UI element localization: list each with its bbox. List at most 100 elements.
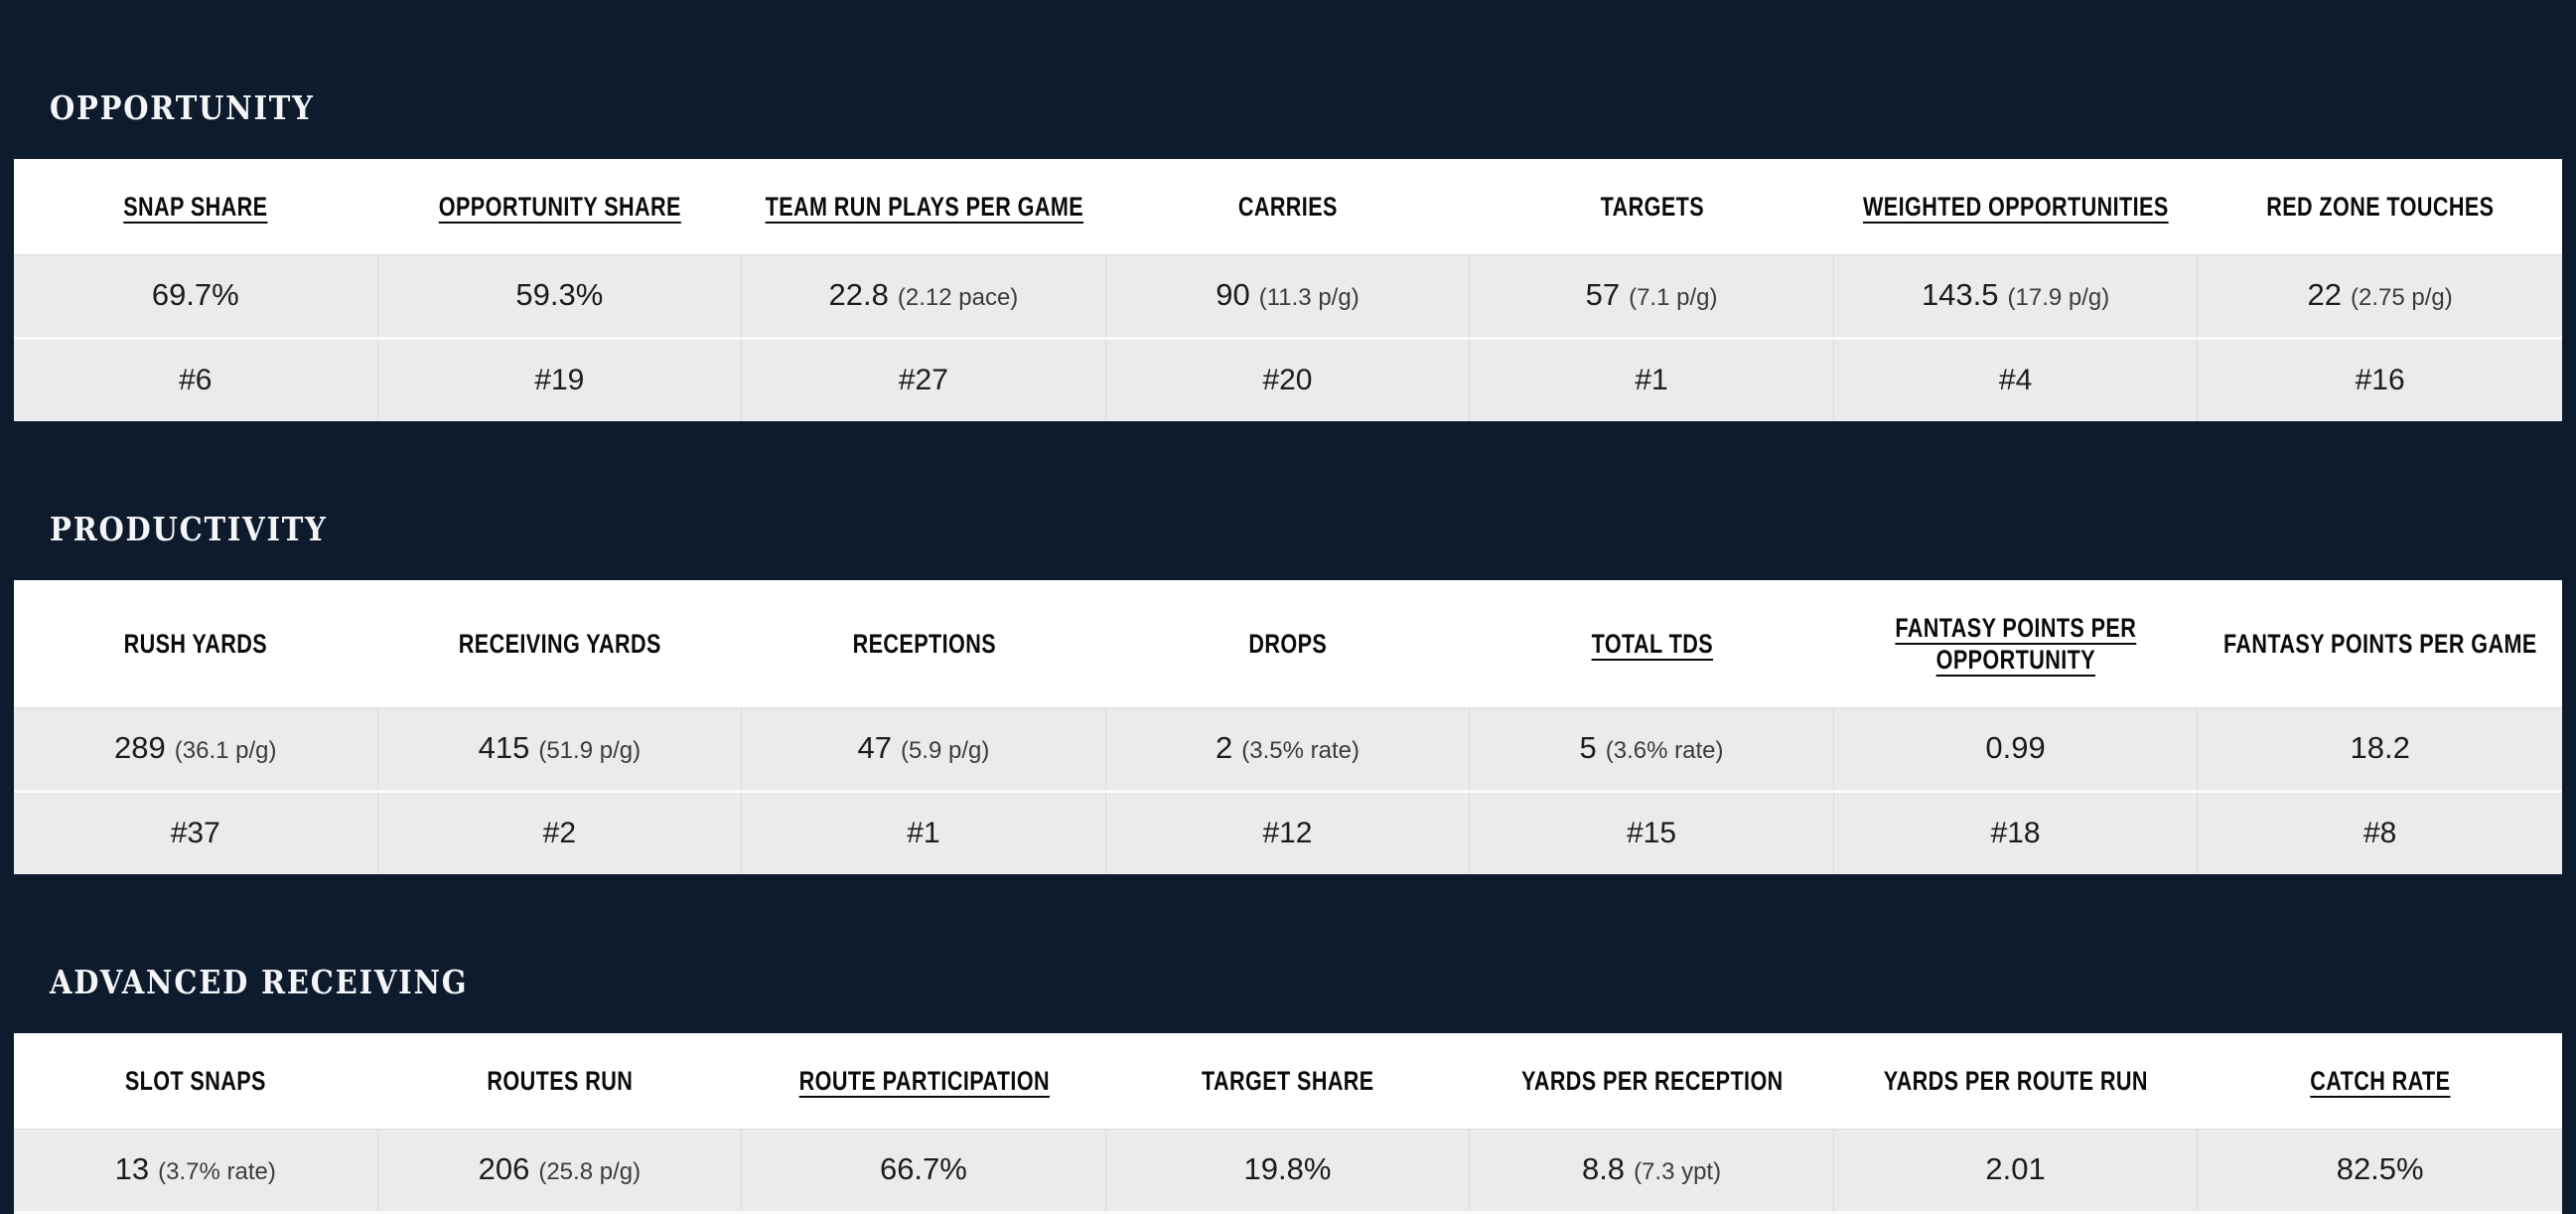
stat-value: 2.01 <box>1985 1151 2046 1186</box>
rank-team-run-plays-per-game: #27 <box>742 340 1106 421</box>
productivity-ranks-row: #37 #2 #1 #12 #15 #18 #8 <box>14 790 2562 874</box>
header-fantasy-points-per-opportunity-label[interactable]: FANTASY POINTS PER OPPORTUNITY <box>1895 613 2137 675</box>
header-team-run-plays-per-game-label[interactable]: TEAM RUN PLAYS PER GAME <box>765 192 1083 222</box>
header-carries: CARRIES <box>1105 159 1471 254</box>
header-target-share: TARGET SHARE <box>1105 1033 1471 1129</box>
header-carries-label: CARRIES <box>1237 192 1338 222</box>
value-target-share: 19.8% <box>1106 1130 1471 1211</box>
value-drops: 2 (3.5% rate) <box>1106 708 1471 790</box>
advanced-receiving-table: SLOT SNAPS ROUTES RUN ROUTE PARTICIPATIO… <box>14 1033 2562 1214</box>
stat-rank: #20 <box>1262 364 1313 396</box>
rank-receptions: #1 <box>742 793 1106 874</box>
header-snap-share-label[interactable]: SNAP SHARE <box>123 192 268 222</box>
header-drops: DROPS <box>1105 580 1471 707</box>
section-title-text: OPPORTUNITY <box>50 88 315 127</box>
header-weighted-opportunities: WEIGHTED OPPORTUNITIES <box>1833 159 2199 254</box>
value-weighted-opportunities: 143.5 (17.9 p/g) <box>1834 255 2199 337</box>
header-route-participation: ROUTE PARTICIPATION <box>742 1033 1106 1129</box>
header-receiving-yards-label: RECEIVING YARDS <box>458 629 661 659</box>
value-targets: 57 (7.1 p/g) <box>1470 255 1834 337</box>
stat-value: 2 <box>1215 730 1233 765</box>
opportunity-values-row: 69.7% 59.3% 22.8 (2.12 pace) 90 (11.3 p/g)… <box>14 254 2562 337</box>
value-rush-yards: 289 (36.1 p/g) <box>14 708 378 790</box>
header-routes-run-label: ROUTES RUN <box>487 1066 634 1096</box>
player-stats-page: { "colors": { "page_background": "#0e1b2… <box>0 91 2576 1214</box>
section-title-opportunity: OPPORTUNITY <box>50 91 2562 131</box>
rank-fantasy-points-per-game: #8 <box>2198 793 2562 874</box>
stat-rank: #27 <box>898 364 948 396</box>
header-rush-yards: RUSH YARDS <box>14 580 378 707</box>
stat-note: (2.12 pace) <box>897 284 1019 311</box>
header-targets-label: TARGETS <box>1600 192 1704 222</box>
header-yards-per-reception: YARDS PER RECEPTION <box>1470 1033 1834 1129</box>
header-catch-rate-label[interactable]: CATCH RATE <box>2310 1066 2451 1096</box>
header-rush-yards-label: RUSH YARDS <box>124 629 268 659</box>
section-title-productivity: PRODUCTIVITY <box>50 513 2562 552</box>
stat-rank: #1 <box>1635 364 1668 396</box>
productivity-header-row: RUSH YARDS RECEIVING YARDS RECEPTIONS DR… <box>14 580 2562 707</box>
advanced-receiving-header-row: SLOT SNAPS ROUTES RUN ROUTE PARTICIPATIO… <box>14 1033 2562 1129</box>
stat-rank: #37 <box>170 817 220 849</box>
header-targets: TARGETS <box>1470 159 1834 254</box>
rank-carries: #20 <box>1106 340 1471 421</box>
stat-value: 66.7% <box>879 1151 967 1186</box>
opportunity-table: SNAP SHARE OPPORTUNITY SHARE TEAM RUN PL… <box>14 159 2562 421</box>
stat-value: 143.5 <box>1921 277 1999 312</box>
header-receptions-label: RECEPTIONS <box>852 629 996 659</box>
rank-red-zone-touches: #16 <box>2198 340 2562 421</box>
header-slot-snaps: SLOT SNAPS <box>14 1033 378 1129</box>
value-opportunity-share: 59.3% <box>378 255 743 337</box>
stat-value: 0.99 <box>1985 730 2046 765</box>
stat-value: 22 <box>2307 277 2343 312</box>
value-route-participation: 66.7% <box>742 1130 1106 1211</box>
stat-note: (36.1 p/g) <box>174 737 277 764</box>
header-route-participation-label[interactable]: ROUTE PARTICIPATION <box>798 1066 1050 1096</box>
header-fantasy-points-per-opportunity: FANTASY POINTS PER OPPORTUNITY <box>1833 580 2199 707</box>
header-fantasy-points-per-game: FANTASY POINTS PER GAME <box>2198 580 2562 707</box>
header-total-tds: TOTAL TDS <box>1470 580 1834 707</box>
opportunity-ranks-row: #6 #19 #27 #20 #1 #4 #16 <box>14 337 2562 421</box>
stat-note: (3.6% rate) <box>1605 737 1724 764</box>
rank-weighted-opportunities: #4 <box>1834 340 2199 421</box>
value-slot-snaps: 13 (3.7% rate) <box>14 1130 378 1211</box>
stat-note: (7.1 p/g) <box>1629 284 1718 311</box>
stat-value: 22.8 <box>828 277 889 312</box>
value-total-tds: 5 (3.6% rate) <box>1470 708 1834 790</box>
stat-rank: #1 <box>907 817 940 849</box>
stat-rank: #15 <box>1627 817 1677 849</box>
stat-value: 289 <box>114 730 166 765</box>
header-total-tds-label[interactable]: TOTAL TDS <box>1591 629 1713 659</box>
stat-note: (51.9 p/g) <box>538 737 642 764</box>
stat-rank: #12 <box>1262 817 1313 849</box>
stat-rank: #16 <box>2355 364 2405 396</box>
header-opportunity-share-label[interactable]: OPPORTUNITY SHARE <box>438 192 681 222</box>
productivity-table: RUSH YARDS RECEIVING YARDS RECEPTIONS DR… <box>14 580 2562 874</box>
stat-note: (25.8 p/g) <box>538 1158 642 1185</box>
header-receptions: RECEPTIONS <box>742 580 1106 707</box>
value-snap-share: 69.7% <box>14 255 378 337</box>
header-red-zone-touches-label: RED ZONE TOUCHES <box>2266 192 2495 222</box>
stat-value: 82.5% <box>2336 1151 2424 1186</box>
stat-note: (11.3 p/g) <box>1258 284 1360 311</box>
rank-receiving-yards: #2 <box>378 793 743 874</box>
stat-note: (7.3 ypt) <box>1634 1158 1722 1185</box>
stat-value: 13 <box>114 1151 150 1186</box>
header-weighted-opportunities-label[interactable]: WEIGHTED OPPORTUNITIES <box>1863 192 2169 222</box>
stat-note: (2.75 p/g) <box>2351 284 2453 311</box>
header-target-share-label: TARGET SHARE <box>1202 1066 1374 1096</box>
stat-note: (3.7% rate) <box>158 1158 276 1185</box>
stat-value: 8.8 <box>1581 1151 1626 1186</box>
section-title-text: ADVANCED RECEIVING <box>50 963 469 1001</box>
stat-note: (17.9 p/g) <box>2007 284 2110 311</box>
rank-rush-yards: #37 <box>14 793 378 874</box>
value-yards-per-route-run: 2.01 <box>1834 1130 2199 1211</box>
value-catch-rate: 82.5% <box>2198 1130 2562 1211</box>
stat-rank: #19 <box>534 364 585 396</box>
stat-value: 47 <box>857 730 892 765</box>
stat-value: 415 <box>478 730 530 765</box>
header-drops-label: DROPS <box>1248 629 1328 659</box>
stat-value: 57 <box>1585 277 1621 312</box>
value-receptions: 47 (5.9 p/g) <box>742 708 1106 790</box>
rank-targets: #1 <box>1470 340 1834 421</box>
header-yards-per-route-run: YARDS PER ROUTE RUN <box>1833 1033 2199 1129</box>
